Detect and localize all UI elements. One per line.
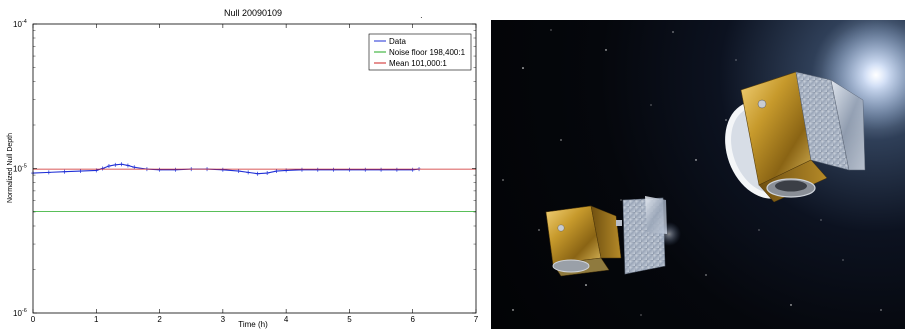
chart-panel: Null 20090109 Time (h) Normalized Null D… [7, 8, 479, 329]
satellites-image [491, 20, 905, 329]
formation-flying-satellites-illustration [502, 20, 905, 316]
stray-mark: · [420, 13, 423, 22]
y-tick-label: 10-6 [13, 308, 27, 318]
stars [502, 29, 882, 316]
legend: Data Noise floor 198,400:1 Mean 101,000:… [368, 33, 472, 71]
small-satellite [545, 196, 681, 277]
legend-label-mean: Mean 101,000:1 [389, 59, 447, 68]
data-point [363, 167, 368, 172]
y-axis-label: Normalized Null Depth [7, 133, 14, 203]
data-point [331, 167, 336, 172]
y-tick-label: 10-5 [13, 164, 27, 174]
legend-label-noise-floor: Noise floor 198,400:1 [389, 48, 466, 57]
data-point [379, 167, 384, 172]
data-point [106, 164, 111, 169]
data-point [119, 162, 124, 167]
x-axis-label: Time (h) [238, 320, 268, 329]
data-point [132, 165, 137, 170]
x-tick-label: 5 [347, 315, 352, 324]
data-point [410, 167, 415, 172]
x-tick-label: 0 [31, 315, 36, 324]
x-tick-label: 2 [157, 315, 162, 324]
y-tick-base: 10 [13, 165, 22, 174]
data-point [100, 166, 105, 171]
x-tick-label: 1 [94, 315, 99, 324]
y-tick-base: 10 [13, 309, 22, 318]
data-point [394, 167, 399, 172]
data-point [255, 171, 260, 176]
x-tick-label: 7 [474, 315, 479, 324]
data-point [246, 170, 251, 175]
x-tick-label: 4 [284, 315, 289, 324]
data-point [265, 171, 270, 176]
data-point [78, 169, 83, 174]
y-tick-label: 10-4 [13, 19, 27, 29]
x-tick-label: 6 [410, 315, 415, 324]
data-point [274, 169, 279, 174]
data-point [113, 162, 118, 167]
large-satellite [725, 71, 866, 203]
x-tick-label: 3 [221, 315, 226, 324]
legend-label-data: Data [389, 37, 406, 46]
data-point [315, 167, 320, 172]
data-point [157, 167, 162, 172]
y-tick-exponent: -4 [22, 19, 27, 25]
y-tick-exponent: -5 [22, 164, 27, 170]
data-point [220, 167, 225, 172]
data-point [347, 167, 352, 172]
null-depth-chart: Null 20090109 Time (h) Normalized Null D… [7, 8, 479, 329]
chart-title: Null 20090109 [224, 8, 282, 18]
y-tick-base: 10 [13, 20, 22, 29]
data-point [62, 169, 67, 174]
data-point [46, 170, 51, 175]
y-tick-exponent: -6 [22, 308, 27, 314]
data-point [125, 163, 130, 168]
data-point [173, 167, 178, 172]
data-point [299, 167, 304, 172]
data-point [236, 169, 241, 174]
